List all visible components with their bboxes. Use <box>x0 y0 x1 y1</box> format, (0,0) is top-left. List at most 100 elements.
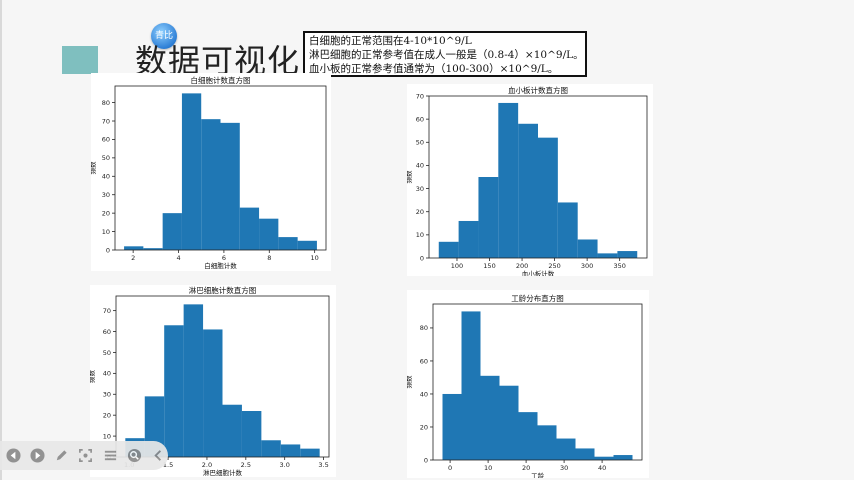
y-tick-label: 70 <box>416 92 424 100</box>
y-tick-label: 0 <box>424 456 428 464</box>
histogram-bar <box>239 207 260 250</box>
x-axis-label: 工龄 <box>531 471 545 478</box>
x-axis-label: 淋巴细胞计数 <box>203 468 243 477</box>
x-tick-label: 0 <box>448 464 452 472</box>
y-tick-label: 60 <box>420 357 428 365</box>
y-tick-label: 60 <box>103 328 111 336</box>
y-tick-label: 0 <box>106 246 110 254</box>
prev-icon[interactable] <box>4 446 22 465</box>
y-tick-label: 20 <box>416 208 424 216</box>
seniority-histogram: 工龄分布直方图 0 10 20 30 40 0 20 40 60 80 工龄 频数 <box>407 293 643 478</box>
note-line-wbc: 白细胞的正常范围在4-10*10^9/L <box>309 35 472 47</box>
y-tick-label: 50 <box>102 154 110 162</box>
y-tick-label: 40 <box>102 173 110 181</box>
histogram-bar <box>220 122 240 250</box>
crop-icon[interactable] <box>77 446 95 465</box>
platelet-histogram: 血小板计数直方图 100 150 200 250 300 350 0 10 20 30 40 50 60 7… <box>407 85 648 276</box>
x-tick-label: 2.5 <box>241 461 251 469</box>
x-tick-label: 6 <box>222 254 226 262</box>
collapse-icon[interactable] <box>150 446 168 465</box>
y-axis-label: 频数 <box>407 170 413 184</box>
y-tick-label: 10 <box>102 228 110 236</box>
seniority-histogram-card: 工龄分布直方图 0 10 20 30 40 0 20 40 60 80 工龄 频数 <box>407 290 649 478</box>
histogram-bar <box>597 253 618 258</box>
y-tick-label: 0 <box>420 254 424 262</box>
chart-title: 工龄分布直方图 <box>511 293 564 303</box>
histogram-bar <box>203 329 223 457</box>
histogram-bar <box>222 404 242 457</box>
x-tick-label: 100 <box>451 262 463 270</box>
plot-frame <box>432 303 643 461</box>
x-tick-label: 20 <box>522 464 530 472</box>
chart-title: 淋巴细胞计数直方图 <box>189 285 257 295</box>
histogram-bar <box>577 239 598 258</box>
x-axis-label: 血小板计数 <box>522 269 555 276</box>
x-tick-label: 10 <box>484 464 492 472</box>
wbc-histogram: 白细胞计数直方图 2 4 6 8 10 0 10 20 30 40 50 60 70 80 白细胞计数 频数 <box>91 75 327 270</box>
histogram-bar <box>518 123 538 258</box>
histogram-bar <box>124 246 144 250</box>
histogram-bar <box>461 311 481 460</box>
x-tick-label: 150 <box>483 262 495 270</box>
histogram-bar <box>297 240 317 250</box>
accent-square <box>62 46 98 74</box>
platelet-histogram-card: 血小板计数直方图 100 150 200 250 300 350 0 10 20 30 40 50 60 7… <box>407 84 653 276</box>
histogram-bar <box>438 241 459 258</box>
y-tick-label: 80 <box>102 99 110 107</box>
histogram-bar <box>478 177 499 258</box>
chart-title: 血小板计数直方图 <box>508 85 568 95</box>
note-line-platelet: 血小板的正常参考值通常为（100-300）×10^9/L。 <box>309 63 559 75</box>
x-tick-label: 250 <box>548 262 560 270</box>
y-tick-label: 50 <box>416 139 424 147</box>
y-axis-label: 频数 <box>90 370 96 384</box>
y-tick-label: 40 <box>103 370 111 378</box>
pen-icon[interactable] <box>53 446 71 465</box>
histogram-bar <box>575 448 595 460</box>
y-tick-label: 70 <box>102 117 110 125</box>
y-tick-label: 30 <box>416 185 424 193</box>
histogram-bar <box>617 251 638 258</box>
x-tick-label: 40 <box>598 464 606 472</box>
x-tick-label: 350 <box>613 262 625 270</box>
zoom-icon[interactable] <box>125 446 143 465</box>
y-tick-label: 40 <box>416 162 424 170</box>
histogram-bar <box>261 440 281 457</box>
x-tick-label: 4 <box>176 254 180 262</box>
reference-range-note: 白细胞的正常范围在4-10*10^9/L 淋巴细胞的正常参考值在成人一般是（0.… <box>303 31 587 77</box>
y-tick-label: 20 <box>102 209 110 217</box>
x-tick-label: 3.5 <box>318 461 328 469</box>
histogram-bar <box>458 220 479 258</box>
histogram-bar <box>259 218 279 250</box>
next-icon[interactable] <box>28 446 46 465</box>
x-tick-label: 1.5 <box>163 461 173 469</box>
histogram-bar <box>278 237 298 250</box>
x-tick-label: 300 <box>581 262 593 270</box>
histogram-bar <box>164 325 184 457</box>
presentation-toolbar <box>0 441 168 470</box>
histogram-bar <box>480 375 500 460</box>
x-tick-label: 2.0 <box>202 461 212 469</box>
y-tick-label: 60 <box>416 115 424 123</box>
y-tick-label: 20 <box>103 411 111 419</box>
x-tick-label: 8 <box>267 254 271 262</box>
histogram-bar <box>300 448 320 457</box>
wbc-histogram-card: 白细胞计数直方图 2 4 6 8 10 0 10 20 30 40 50 60 70 80 白细胞计数 频数 <box>91 73 331 271</box>
y-tick-label: 40 <box>420 390 428 398</box>
y-tick-label: 60 <box>102 136 110 144</box>
lymphocyte-histogram-card: 淋巴细胞计数直方图1.01.52.02.53.03.50102030405060… <box>90 285 336 477</box>
y-tick-label: 20 <box>420 423 428 431</box>
histogram-bar <box>537 425 557 460</box>
histogram-bar <box>162 213 182 250</box>
y-tick-label: 80 <box>420 324 428 332</box>
histogram-bar <box>499 385 519 460</box>
histogram-bar <box>538 137 558 258</box>
menu-icon[interactable] <box>101 446 119 465</box>
x-tick-label: 10 <box>311 254 319 262</box>
lymphocyte-histogram: 淋巴细胞计数直方图1.01.52.02.53.03.50102030405060… <box>90 285 330 477</box>
histogram-bar <box>557 202 578 258</box>
y-tick-label: 50 <box>103 349 111 357</box>
logo-badge: 青比亚 <box>151 23 177 67</box>
x-tick-label: 30 <box>560 464 568 472</box>
note-line-lymphocyte: 淋巴细胞的正常参考值在成人一般是（0.8-4）×10^9/L。 <box>309 49 584 61</box>
slide-left-border <box>0 0 2 480</box>
